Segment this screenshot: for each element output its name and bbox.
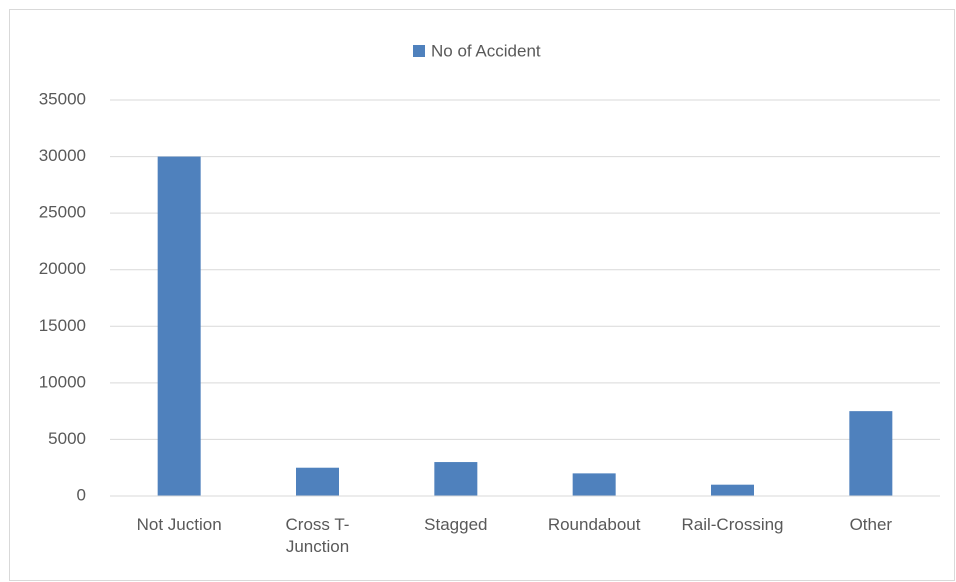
bar xyxy=(296,467,339,496)
legend-swatch xyxy=(413,45,425,57)
y-tick-label: 25000 xyxy=(39,203,86,222)
bar xyxy=(157,156,201,497)
legend-label: No of Accident xyxy=(431,41,541,60)
y-tick-label: 15000 xyxy=(39,316,86,335)
chart-border xyxy=(9,9,955,581)
y-tick-label: 5000 xyxy=(48,429,86,448)
y-tick-label: 20000 xyxy=(39,259,86,278)
x-tick-label: Other xyxy=(849,515,893,534)
y-tick-label: 0 xyxy=(77,485,86,504)
y-tick-label: 30000 xyxy=(39,146,86,165)
x-tick-label: Rail-Crossing xyxy=(681,515,784,534)
x-tick-label: Cross T-Junction xyxy=(285,515,350,556)
bar xyxy=(711,484,754,496)
y-tick-label: 10000 xyxy=(39,372,86,391)
y-tick-label: 35000 xyxy=(39,89,86,108)
bar xyxy=(849,411,893,496)
bar xyxy=(434,462,478,496)
x-tick-label: Roundabout xyxy=(547,515,641,534)
bar xyxy=(572,473,616,496)
x-tick-label: Stagged xyxy=(424,515,488,534)
x-tick-label: Not Juction xyxy=(136,515,222,534)
